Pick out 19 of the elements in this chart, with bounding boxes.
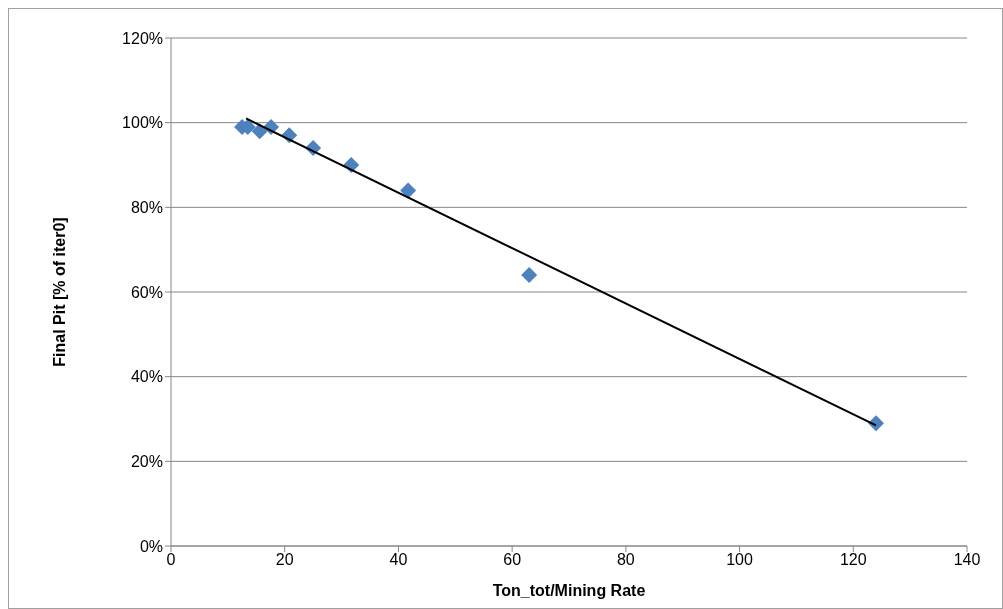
x-tick-label: 20 <box>275 551 294 569</box>
point <box>400 182 417 199</box>
y-tick-label: 80% <box>130 199 163 217</box>
x-tick-label: 0 <box>166 551 176 569</box>
x-tick-label: 60 <box>503 551 522 569</box>
y-tick-label: 20% <box>130 453 163 471</box>
x-tick-label: 80 <box>616 551 635 569</box>
y-tick-label: 0% <box>139 537 163 555</box>
x-tick-label: 40 <box>389 551 408 569</box>
x-tick-label: 120 <box>839 551 867 569</box>
y-tick-label: 60% <box>130 283 163 301</box>
y-tick-label: 120% <box>122 29 163 47</box>
y-tick-label: 40% <box>130 368 163 386</box>
y-tick-label: 100% <box>122 114 163 132</box>
x-tick-label: 100 <box>726 551 754 569</box>
x-axis-title: Ton_tot/Mining Rate <box>492 582 646 599</box>
y-axis-title: Final Pit [% of iter0] <box>50 217 68 367</box>
point <box>521 267 538 284</box>
x-tick-label: 140 <box>953 551 981 569</box>
